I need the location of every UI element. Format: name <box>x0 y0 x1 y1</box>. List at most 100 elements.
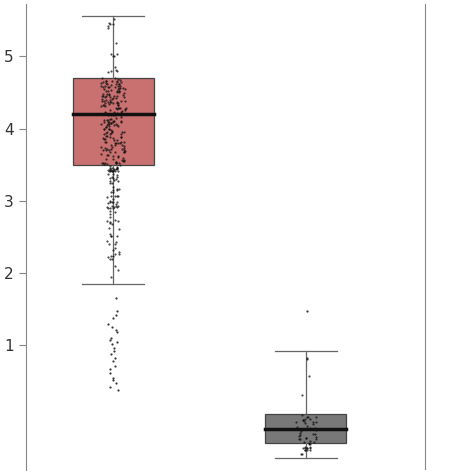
Point <box>295 432 303 439</box>
Point <box>109 100 117 107</box>
Point <box>306 439 313 447</box>
Point <box>118 134 125 141</box>
Point <box>102 96 110 103</box>
Point <box>117 108 124 116</box>
Point <box>115 80 123 88</box>
Point <box>114 100 121 107</box>
Point <box>106 100 113 108</box>
Point <box>104 160 111 168</box>
Point <box>106 214 114 221</box>
Point <box>103 81 111 88</box>
Point <box>301 444 309 451</box>
Point <box>99 98 106 105</box>
Point <box>306 447 314 454</box>
Point <box>117 82 124 90</box>
Point <box>107 119 115 127</box>
Point <box>106 20 114 28</box>
Point <box>100 91 107 98</box>
Point <box>112 104 120 112</box>
FancyBboxPatch shape <box>265 414 346 443</box>
Point <box>103 203 111 211</box>
Point <box>112 159 120 166</box>
Point <box>107 335 115 342</box>
Point <box>106 207 114 215</box>
Point <box>109 202 116 210</box>
Point <box>106 166 113 173</box>
Point <box>113 89 121 96</box>
Point <box>104 320 112 328</box>
Point <box>102 138 110 146</box>
Point <box>105 24 112 32</box>
Point <box>108 111 115 118</box>
Point <box>312 418 319 426</box>
Point <box>301 438 308 446</box>
Point <box>119 91 127 99</box>
Point <box>108 324 115 331</box>
Point <box>108 188 115 196</box>
Point <box>293 423 301 430</box>
Point <box>108 340 116 348</box>
Point <box>104 253 112 261</box>
Point <box>113 204 121 211</box>
Point <box>112 379 119 387</box>
Point <box>102 87 110 95</box>
Point <box>106 198 114 206</box>
Point <box>109 94 117 102</box>
Point <box>114 165 121 173</box>
Point <box>103 128 110 136</box>
Point <box>111 240 119 247</box>
Point <box>301 419 309 427</box>
Point <box>113 328 121 336</box>
Point <box>109 186 117 194</box>
Point <box>103 117 110 124</box>
Point <box>113 173 121 181</box>
Point <box>97 150 105 157</box>
Point <box>119 84 127 91</box>
Point <box>118 108 126 115</box>
Point <box>109 174 117 182</box>
Point <box>292 419 300 426</box>
Point <box>108 115 115 122</box>
Point <box>106 383 114 391</box>
Point <box>113 78 120 86</box>
Point <box>120 128 128 136</box>
Point <box>106 134 114 141</box>
Point <box>107 82 115 89</box>
Point <box>112 175 120 182</box>
Point <box>113 307 121 315</box>
Point <box>105 120 113 128</box>
Point <box>100 78 107 85</box>
Point <box>301 446 309 453</box>
Point <box>110 166 118 173</box>
Point <box>113 109 121 117</box>
FancyBboxPatch shape <box>73 78 154 164</box>
Point <box>116 104 124 111</box>
Point <box>118 129 126 137</box>
Point <box>102 129 110 137</box>
Point <box>104 112 111 119</box>
Point <box>101 109 109 116</box>
Point <box>100 98 108 105</box>
Point <box>99 134 107 141</box>
Point <box>104 87 112 94</box>
Point <box>106 107 113 114</box>
Point <box>115 185 122 192</box>
Point <box>109 170 117 178</box>
Point <box>110 53 118 60</box>
Point <box>115 87 123 94</box>
Point <box>107 198 114 205</box>
Point <box>100 102 108 110</box>
Point <box>102 133 109 140</box>
Point <box>106 148 114 155</box>
Point <box>310 430 317 438</box>
Point <box>111 262 118 269</box>
Point <box>104 23 112 30</box>
Point <box>100 85 108 93</box>
Point <box>117 79 125 86</box>
Point <box>109 111 116 119</box>
Point <box>103 237 111 245</box>
Point <box>106 130 114 137</box>
Point <box>298 450 306 458</box>
Point <box>109 189 117 196</box>
Point <box>99 83 107 91</box>
